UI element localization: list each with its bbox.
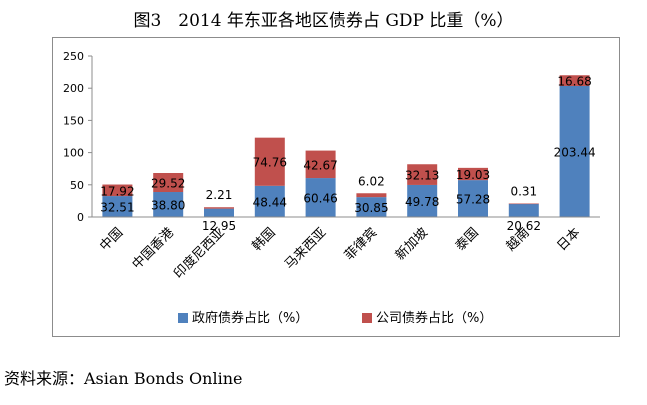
bar-government xyxy=(508,203,539,217)
data-label-corporate: 74.76 xyxy=(253,156,287,170)
x-category-label: 中国香港 xyxy=(130,225,177,272)
x-category-label: 日本 xyxy=(554,225,583,254)
legend: 政府债券占比（%） 公司债券占比（%） xyxy=(178,310,492,326)
x-category-label: 新加坡 xyxy=(392,225,431,264)
chart-title: 图3 2014 年东亚各地区债券占 GDP 比重（%） xyxy=(133,11,514,31)
bar-government xyxy=(153,192,184,217)
data-label-corporate: 2.21 xyxy=(206,188,233,202)
bar-corporate xyxy=(254,137,285,186)
data-label-government: 203.44 xyxy=(554,145,596,159)
y-tick-label: 0 xyxy=(77,211,84,224)
x-category-label: 马来西亚 xyxy=(282,225,329,272)
data-label-corporate: 29.52 xyxy=(151,177,185,191)
data-label-corporate: 17.92 xyxy=(100,184,134,198)
bar-corporate xyxy=(407,164,438,185)
data-label-corporate: 19.03 xyxy=(456,168,490,182)
data-label-corporate: 6.02 xyxy=(358,174,385,188)
source-note: 资料来源：Asian Bonds Online xyxy=(4,369,243,388)
bar-government xyxy=(102,196,133,217)
bar-government xyxy=(305,178,336,217)
x-category-label: 泰国 xyxy=(453,225,482,254)
data-label-corporate: 0.31 xyxy=(510,185,537,199)
bar-corporate xyxy=(508,203,539,205)
y-tick-label: 50 xyxy=(70,179,84,192)
legend-label-corporate: 公司债券占比（%） xyxy=(376,310,492,326)
x-category-label: 菲律宾 xyxy=(341,225,380,264)
bar-corporate xyxy=(102,184,133,197)
bar-corporate xyxy=(559,75,590,86)
y-tick-label: 250 xyxy=(63,50,84,63)
data-label-government: 20.62 xyxy=(507,219,541,233)
y-axis: 0 50 100 150 200 250 xyxy=(63,50,93,224)
chart-frame xyxy=(52,37,620,337)
data-label-government: 12.95 xyxy=(202,219,236,233)
bar-corporate xyxy=(458,167,488,181)
data-label-corporate: 32.13 xyxy=(405,169,439,183)
bar-corporate xyxy=(153,173,184,193)
data-label-government: 38.80 xyxy=(151,199,185,213)
bar-government xyxy=(407,184,438,217)
y-tick-label: 200 xyxy=(63,82,84,95)
x-category-label: 中国 xyxy=(97,225,126,254)
data-label-government: 49.78 xyxy=(405,195,439,209)
x-category-label: 印度尼西亚 xyxy=(171,225,228,282)
bars xyxy=(102,75,590,217)
bar-government xyxy=(458,180,488,217)
bar-government xyxy=(254,185,285,217)
legend-swatch-corporate xyxy=(362,313,372,323)
y-tick-label: 150 xyxy=(63,114,84,127)
bar-government xyxy=(356,197,387,217)
legend-label-government: 政府债券占比（%） xyxy=(192,310,308,326)
data-label-government: 60.46 xyxy=(303,192,337,206)
data-label-government: 32.51 xyxy=(100,201,134,215)
bar-government xyxy=(559,85,590,217)
data-label-government: 48.44 xyxy=(253,195,287,209)
data-label-corporate: 42.67 xyxy=(303,158,337,172)
x-category-label: 韩国 xyxy=(250,225,279,254)
bar-corporate xyxy=(204,207,234,209)
bar-corporate xyxy=(356,193,387,198)
data-labels: 32.51 17.92 38.80 29.52 12.95 2.21 48.44 74.76 6… xyxy=(100,75,595,233)
data-label-government: 30.85 xyxy=(354,201,388,215)
bar-corporate xyxy=(305,150,336,179)
data-label-corporate: 16.68 xyxy=(557,75,591,89)
y-tick-label: 100 xyxy=(63,147,84,160)
data-label-government: 57.28 xyxy=(456,193,490,207)
legend-swatch-government xyxy=(178,313,188,323)
bar-government xyxy=(204,208,234,217)
